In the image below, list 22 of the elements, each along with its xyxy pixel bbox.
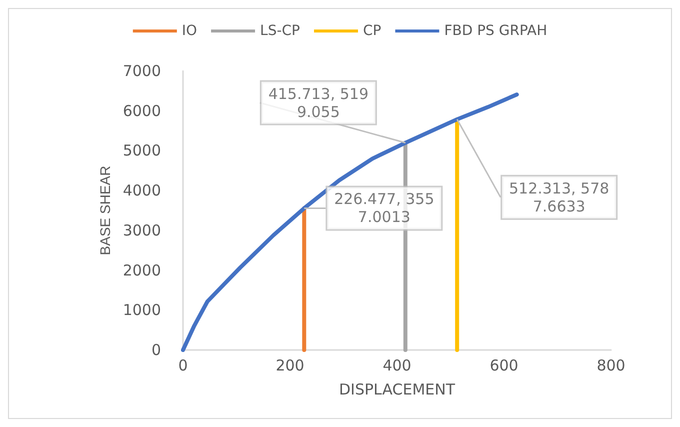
y-tick-label: 1000: [122, 301, 161, 320]
legend-label: CP: [362, 23, 382, 39]
x-tick-label: 600: [490, 356, 518, 374]
legend-label: LS-CP: [260, 23, 300, 39]
legend-label: IO: [182, 23, 198, 39]
y-tick-label: 4000: [122, 182, 161, 200]
y-tick-label: 2000: [122, 261, 161, 280]
x-tick-label: 400: [382, 356, 412, 374]
y-tick-label: 0: [151, 341, 161, 359]
y-tick-label: 7000: [122, 62, 161, 80]
x-tick-label: 800: [596, 356, 626, 374]
x-tick-label: 200: [276, 356, 304, 374]
annotation: 226.477, 3557.0013: [334, 190, 434, 226]
legend-label: FBD PS GRPAH: [444, 23, 548, 39]
y-axis-title: BASE SHEAR: [96, 166, 113, 256]
x-tick-label: 0: [178, 356, 188, 374]
y-tick-label: 6000: [122, 102, 161, 120]
x-axis-title: DISPLACEMENT: [339, 380, 456, 398]
y-tick-label: 3000: [122, 221, 161, 240]
annotation: 512.313, 5787.6633: [508, 179, 610, 216]
annotation: 415.713, 5199.055: [268, 84, 369, 121]
y-tick-label: 5000: [122, 142, 161, 160]
